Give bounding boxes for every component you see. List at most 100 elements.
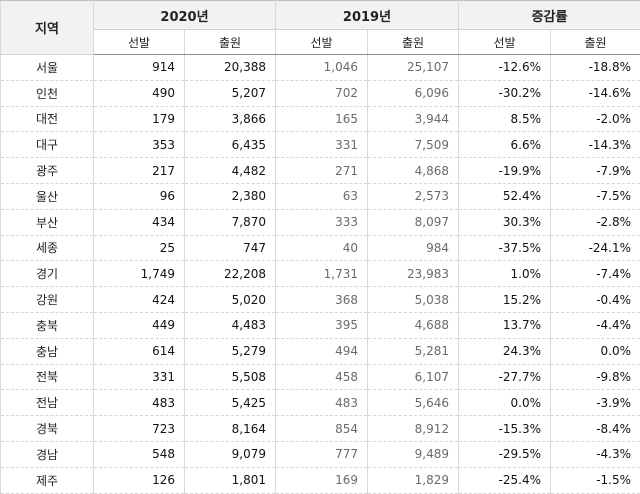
cell-change-selected: -19.9% bbox=[459, 158, 551, 184]
cell-region: 울산 bbox=[1, 183, 94, 209]
cell-change-applied: -0.4% bbox=[551, 287, 640, 313]
cell-2020-selected: 483 bbox=[94, 390, 185, 416]
cell-change-applied: -3.9% bbox=[551, 390, 640, 416]
cell-2020-applied: 6,435 bbox=[185, 132, 276, 158]
cell-2019-selected: 271 bbox=[276, 158, 368, 184]
header-region: 지역 bbox=[1, 1, 94, 55]
cell-2019-selected: 458 bbox=[276, 364, 368, 390]
cell-2020-selected: 217 bbox=[94, 158, 185, 184]
cell-change-applied: -7.4% bbox=[551, 261, 640, 287]
cell-2020-selected: 179 bbox=[94, 106, 185, 132]
cell-2020-applied: 7,870 bbox=[185, 209, 276, 235]
cell-change-applied: -14.3% bbox=[551, 132, 640, 158]
cell-2020-selected: 449 bbox=[94, 312, 185, 338]
header-sub-change-applied: 출원 bbox=[551, 30, 640, 55]
header-row-groups: 지역 2020년 2019년 증감률 bbox=[1, 1, 640, 30]
cell-2020-applied: 1,801 bbox=[185, 467, 276, 493]
header-sub-2019-applied: 출원 bbox=[368, 30, 459, 55]
cell-2019-applied: 6,096 bbox=[368, 80, 459, 106]
cell-2020-applied: 747 bbox=[185, 235, 276, 261]
cell-change-applied: -2.0% bbox=[551, 106, 640, 132]
cell-region: 전남 bbox=[1, 390, 94, 416]
cell-2020-selected: 723 bbox=[94, 416, 185, 442]
cell-change-applied: -8.4% bbox=[551, 416, 640, 442]
cell-region: 경북 bbox=[1, 416, 94, 442]
header-group-2020: 2020년 bbox=[94, 1, 276, 30]
header-group-2019: 2019년 bbox=[276, 1, 459, 30]
cell-region: 대전 bbox=[1, 106, 94, 132]
cell-region: 인천 bbox=[1, 80, 94, 106]
cell-region: 충남 bbox=[1, 338, 94, 364]
cell-2019-applied: 4,688 bbox=[368, 312, 459, 338]
cell-2019-applied: 9,489 bbox=[368, 441, 459, 467]
cell-2019-selected: 40 bbox=[276, 235, 368, 261]
cell-change-selected: 1.0% bbox=[459, 261, 551, 287]
header-sub-2020-applied: 출원 bbox=[185, 30, 276, 55]
cell-2020-selected: 96 bbox=[94, 183, 185, 209]
cell-2019-selected: 169 bbox=[276, 467, 368, 493]
cell-2019-applied: 5,646 bbox=[368, 390, 459, 416]
cell-2020-selected: 490 bbox=[94, 80, 185, 106]
cell-2019-applied: 6,107 bbox=[368, 364, 459, 390]
cell-2019-selected: 395 bbox=[276, 312, 368, 338]
cell-2020-selected: 25 bbox=[94, 235, 185, 261]
cell-2020-applied: 4,483 bbox=[185, 312, 276, 338]
cell-change-applied: -4.3% bbox=[551, 441, 640, 467]
cell-2019-selected: 165 bbox=[276, 106, 368, 132]
cell-region: 세종 bbox=[1, 235, 94, 261]
cell-2019-selected: 1,731 bbox=[276, 261, 368, 287]
cell-2019-applied: 5,038 bbox=[368, 287, 459, 313]
cell-change-selected: -15.3% bbox=[459, 416, 551, 442]
cell-region: 강원 bbox=[1, 287, 94, 313]
cell-region: 대구 bbox=[1, 132, 94, 158]
cell-2020-applied: 5,279 bbox=[185, 338, 276, 364]
cell-2019-applied: 3,944 bbox=[368, 106, 459, 132]
cell-change-applied: -7.5% bbox=[551, 183, 640, 209]
header-group-change: 증감률 bbox=[459, 1, 640, 30]
cell-change-applied: -24.1% bbox=[551, 235, 640, 261]
cell-change-applied: -2.8% bbox=[551, 209, 640, 235]
cell-region: 충북 bbox=[1, 312, 94, 338]
cell-change-selected: 52.4% bbox=[459, 183, 551, 209]
cell-region: 부산 bbox=[1, 209, 94, 235]
cell-2020-selected: 914 bbox=[94, 55, 185, 81]
cell-change-selected: 8.5% bbox=[459, 106, 551, 132]
cell-2020-selected: 548 bbox=[94, 441, 185, 467]
cell-change-selected: 24.3% bbox=[459, 338, 551, 364]
cell-2019-applied: 8,097 bbox=[368, 209, 459, 235]
cell-change-selected: -30.2% bbox=[459, 80, 551, 106]
cell-2019-applied: 984 bbox=[368, 235, 459, 261]
cell-region: 경남 bbox=[1, 441, 94, 467]
cell-2020-applied: 3,866 bbox=[185, 106, 276, 132]
cell-change-selected: 30.3% bbox=[459, 209, 551, 235]
cell-2019-selected: 333 bbox=[276, 209, 368, 235]
cell-2019-selected: 1,046 bbox=[276, 55, 368, 81]
cell-2020-applied: 5,207 bbox=[185, 80, 276, 106]
cell-region: 경기 bbox=[1, 261, 94, 287]
cell-change-applied: -9.8% bbox=[551, 364, 640, 390]
cell-change-selected: 13.7% bbox=[459, 312, 551, 338]
cell-2019-selected: 483 bbox=[276, 390, 368, 416]
cell-change-selected: -12.6% bbox=[459, 55, 551, 81]
cell-2020-applied: 22,208 bbox=[185, 261, 276, 287]
cell-2020-selected: 331 bbox=[94, 364, 185, 390]
cell-2019-applied: 7,509 bbox=[368, 132, 459, 158]
cell-region: 서울 bbox=[1, 55, 94, 81]
cell-2020-applied: 20,388 bbox=[185, 55, 276, 81]
cell-2019-applied: 2,573 bbox=[368, 183, 459, 209]
cell-2020-selected: 353 bbox=[94, 132, 185, 158]
cell-change-selected: -25.4% bbox=[459, 467, 551, 493]
cell-2020-applied: 4,482 bbox=[185, 158, 276, 184]
